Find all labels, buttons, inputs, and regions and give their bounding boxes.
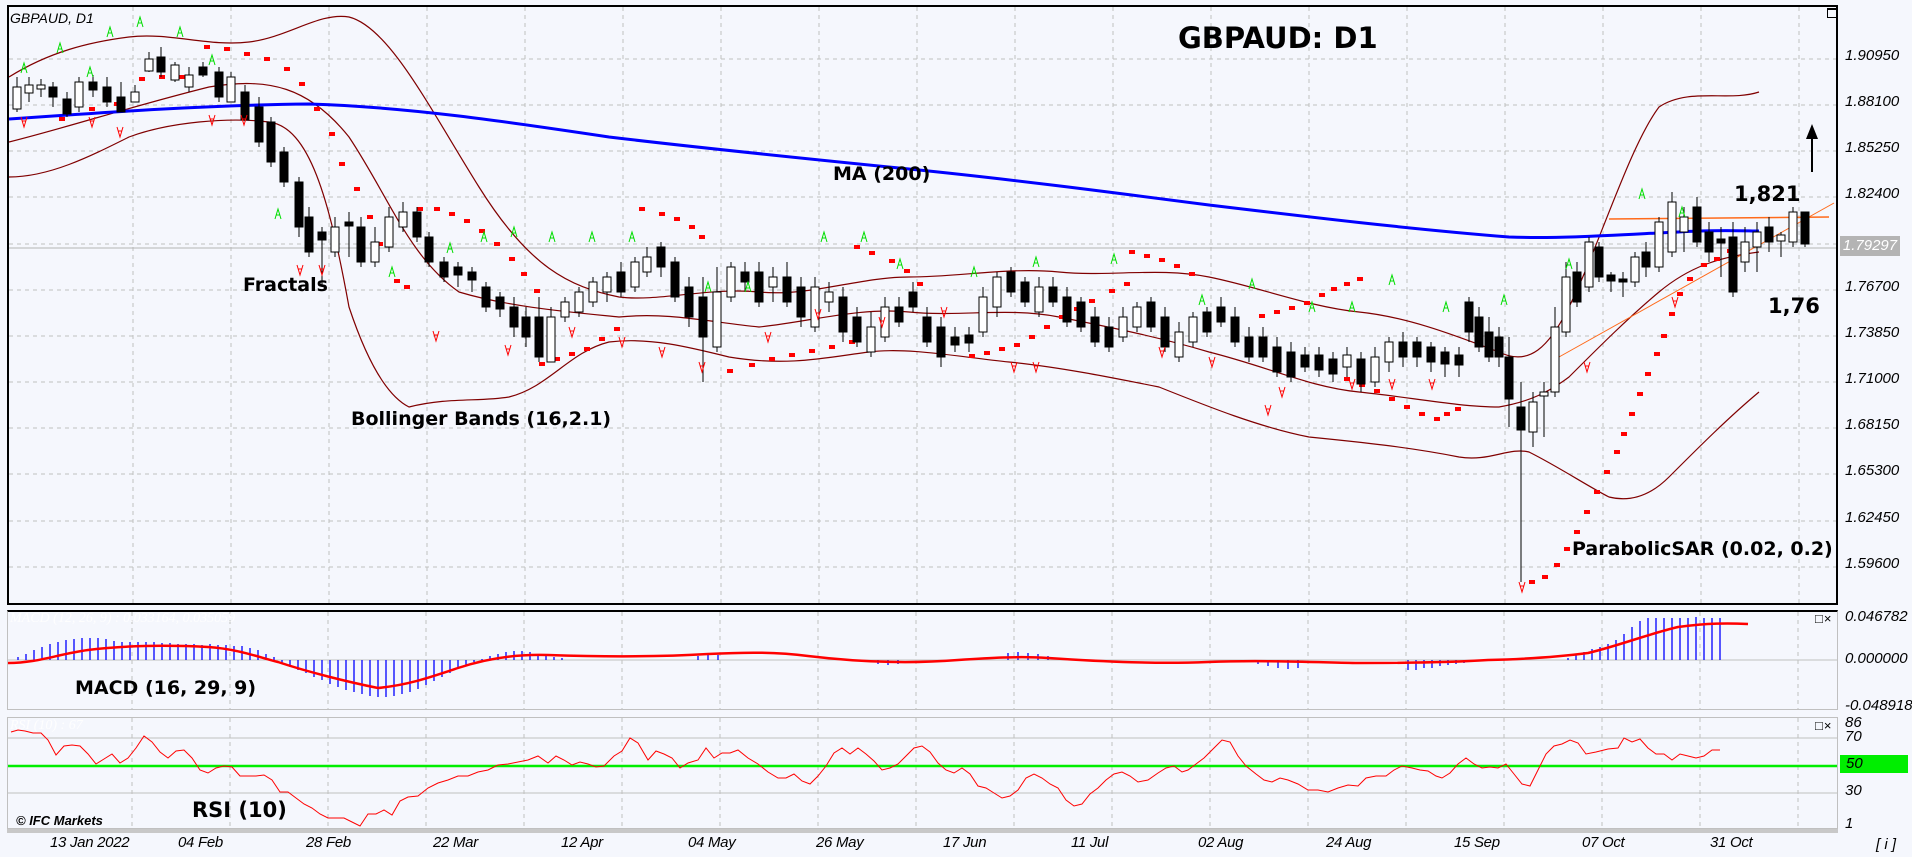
parabolic-sar-dots (59, 45, 1759, 584)
macd-tick: 0.000000 (1845, 650, 1908, 667)
macd-tick: -0.048918 (1845, 697, 1912, 714)
price-chart-canvas (9, 7, 1836, 603)
resistance-level-label: 1,821 (1734, 182, 1801, 206)
maximize-icon[interactable] (1827, 8, 1838, 18)
date-tick: 11 Jul (1071, 834, 1109, 851)
price-tick: 1.62450 (1845, 509, 1900, 526)
macd-histogram (17, 617, 1721, 697)
date-tick: 17 Jun (943, 834, 987, 851)
date-tick: 31 Oct (1710, 834, 1753, 851)
symbol-timeframe-label: GBPAUD, D1 (10, 10, 94, 26)
date-tick: 02 Aug (1198, 834, 1244, 851)
price-tick: 1.59600 (1845, 555, 1900, 572)
chart-title: GBPAUD: D1 (1178, 21, 1378, 55)
price-tick: 1.68150 (1845, 416, 1900, 433)
price-tick: 1.90950 (1845, 47, 1900, 64)
date-tick: 28 Feb (306, 834, 351, 851)
copyright-label: © IFC Markets (16, 813, 103, 828)
rsi-tick: 1 (1845, 815, 1854, 832)
macd-window-buttons[interactable]: □× (1815, 611, 1833, 626)
rsi-canvas (8, 718, 1837, 828)
macd-tick: 0.046782 (1845, 608, 1908, 625)
date-tick: 07 Oct (1582, 834, 1625, 851)
price-tick: 1.71000 (1845, 370, 1900, 387)
date-tick: 15 Sep (1454, 834, 1500, 851)
ma200-line (9, 102, 1760, 239)
current-price-tag: 1.79297 (1840, 236, 1900, 256)
horizontal-scrollbar[interactable] (7, 829, 1838, 833)
up-arrow-icon (1806, 124, 1818, 172)
info-button[interactable]: [ i ] (1876, 836, 1897, 853)
fractal-up-markers (20, 15, 1686, 313)
rsi-panel[interactable] (7, 717, 1838, 829)
rsi-header: RSI (10) : 67 (10, 718, 83, 733)
date-tick: 13 Jan 2022 (50, 834, 130, 851)
price-tick: 1.73850 (1845, 324, 1900, 341)
candlesticks (12, 47, 1810, 582)
fractal-down-markers (20, 114, 1679, 594)
macd-panel[interactable] (7, 610, 1838, 710)
date-tick: 12 Apr (561, 834, 603, 851)
bollinger-bands (9, 15, 1760, 500)
price-tick: 1.88100 (1845, 93, 1900, 110)
date-tick: 04 Feb (178, 834, 223, 851)
rsi-level-tag: 50 (1840, 755, 1908, 773)
date-tick: 22 Mar (433, 834, 478, 851)
macd-signal-line (8, 622, 1749, 690)
parabolic-sar-annotation: ParabolicSAR (0.02, 0.2) (1572, 538, 1833, 560)
support-level-label: 1,76 (1768, 294, 1820, 318)
price-tick: 1.76700 (1845, 278, 1900, 295)
fractals-annotation: Fractals (243, 274, 328, 296)
rsi-tick: 86 (1845, 714, 1862, 731)
date-tick: 04 May (688, 834, 736, 851)
rsi-tick: 30 (1845, 782, 1862, 799)
date-tick: 24 Aug (1326, 834, 1372, 851)
price-tick: 1.65300 (1845, 462, 1900, 479)
rsi-annotation: RSI (10) (192, 798, 287, 822)
ma200-annotation: MA (200) (833, 163, 931, 185)
bollinger-annotation: Bollinger Bands (16,2.1) (351, 408, 612, 430)
price-tick: 1.85250 (1845, 139, 1900, 156)
price-chart-panel[interactable] (7, 5, 1838, 605)
date-tick: 26 May (816, 834, 864, 851)
macd-canvas (8, 612, 1837, 710)
macd-header: MACD (12, 26, 9) : 0.033164, 0.035059 (10, 611, 236, 626)
rsi-line (10, 729, 1720, 827)
rsi-window-buttons[interactable]: □× (1815, 718, 1833, 733)
rsi-tick: 70 (1845, 728, 1862, 745)
macd-annotation: MACD (16, 29, 9) (75, 677, 257, 699)
price-tick: 1.82400 (1845, 185, 1900, 202)
